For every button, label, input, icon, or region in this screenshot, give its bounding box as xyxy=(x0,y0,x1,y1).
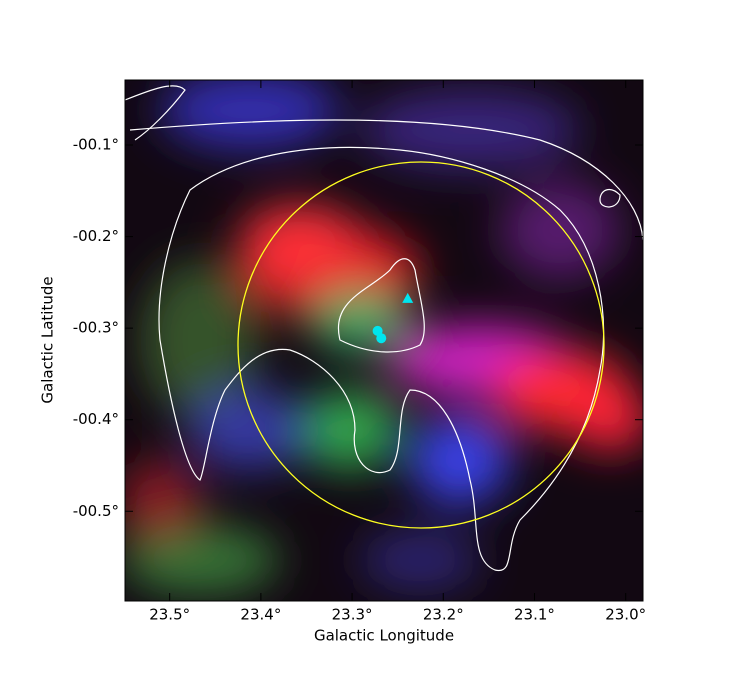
x-tick-label: 23.0° xyxy=(605,606,646,624)
contour xyxy=(337,258,425,353)
plot-frame xyxy=(124,79,644,602)
y-tick-label: -00.2° xyxy=(73,227,119,245)
triangle-marker xyxy=(402,292,414,303)
y-tick-label: -00.1° xyxy=(73,136,119,154)
y-axis-label: Galactic Latitude xyxy=(39,276,57,403)
x-tick-label: 23.3° xyxy=(332,606,373,624)
x-tick-label: 23.4° xyxy=(240,606,281,624)
y-tick-label: -00.4° xyxy=(73,410,119,428)
x-tick-label: 23.2° xyxy=(423,606,464,624)
x-tick-label: 23.5° xyxy=(149,606,190,624)
contour xyxy=(129,119,643,241)
region-circle xyxy=(237,161,605,529)
y-tick-label: -00.5° xyxy=(73,502,119,520)
x-axis-label: Galactic Longitude xyxy=(314,627,454,645)
y-tick-label: -00.3° xyxy=(73,319,119,337)
x-tick-label: 23.1° xyxy=(514,606,555,624)
circle-marker xyxy=(376,333,387,344)
